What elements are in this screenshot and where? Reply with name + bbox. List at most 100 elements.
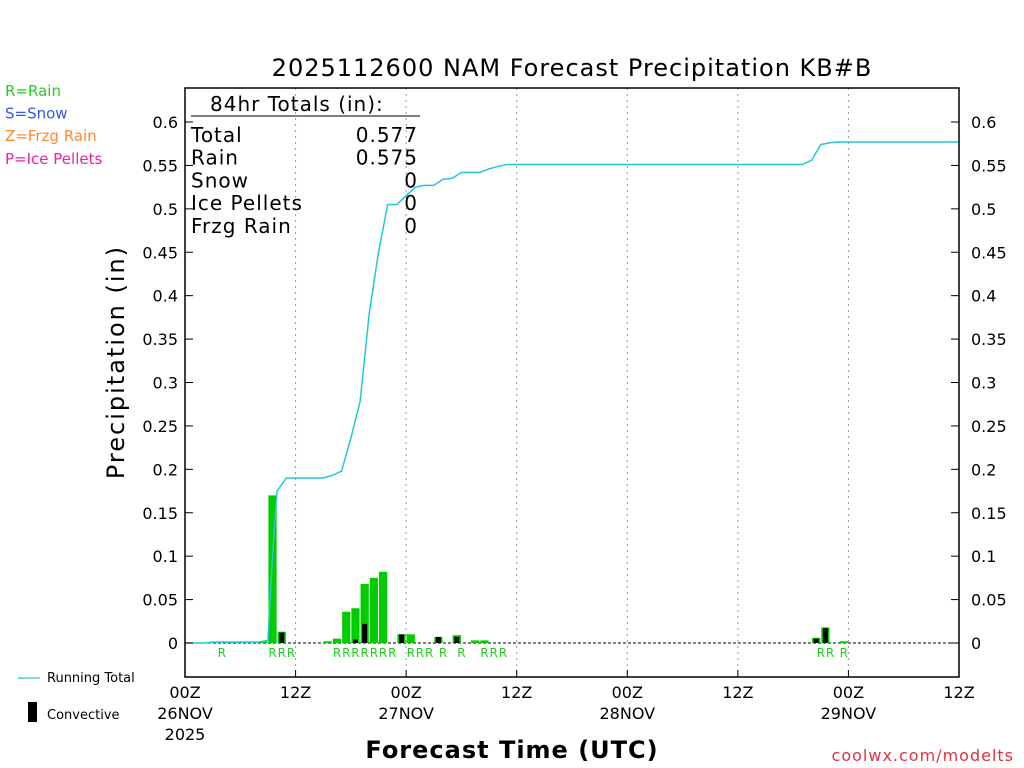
x-axis-title: Forecast Time (UTC) bbox=[365, 736, 658, 764]
x-tick-label-5: 12Z bbox=[722, 683, 753, 702]
type-legend-item-2: Z=Frzg Rain bbox=[5, 127, 97, 145]
type-legend-item-1: S=Snow bbox=[5, 105, 68, 123]
convective-legend-label: Convective bbox=[47, 708, 120, 723]
y-tick-label-right-9: 0.45 bbox=[971, 243, 1007, 262]
convective-bar-3 bbox=[399, 634, 405, 643]
x-tick-date-2: 27NOV bbox=[378, 704, 434, 723]
chart-title: 2025112600 NAM Forecast Precipitation KB… bbox=[272, 54, 873, 82]
precip-type-label-13: R bbox=[425, 646, 433, 660]
totals-label-3: Ice Pellets bbox=[191, 191, 303, 215]
y-tick-label-left-3: 0.15 bbox=[142, 504, 178, 523]
y-axis-right: 0 0.05 0.1 0.15 0.2 0.25 0.3 0.35 0.4 0.45 0.5 0.55… bbox=[951, 113, 1007, 653]
y-tick-label-right-12: 0.6 bbox=[971, 113, 996, 132]
precip-type-label-2: R bbox=[278, 646, 286, 660]
precip-type-label-11: R bbox=[407, 646, 415, 660]
y-tick-label-right-8: 0.4 bbox=[971, 287, 996, 306]
precip-type-label-6: R bbox=[351, 646, 359, 660]
y-tick-label-right-10: 0.5 bbox=[971, 200, 996, 219]
rain-bar-19 bbox=[839, 641, 848, 643]
totals-value-4: 0 bbox=[404, 214, 418, 238]
x-tick-date-4: 28NOV bbox=[599, 704, 655, 723]
precip-type-legend: R=Rain S=Snow Z=Frzg Rain P=Ice Pellets bbox=[5, 82, 102, 168]
plot-frame bbox=[184, 87, 960, 678]
precip-type-label-15: R bbox=[457, 646, 465, 660]
running-total-legend-label: Running Total bbox=[47, 671, 135, 686]
y-tick-label-right-4: 0.2 bbox=[971, 460, 996, 479]
x-tick-label-6: 00Z bbox=[833, 683, 864, 702]
precip-type-label-3: R bbox=[287, 646, 295, 660]
precip-type-label-9: R bbox=[379, 646, 387, 660]
rain-bar-5 bbox=[332, 638, 342, 643]
convective-legend-swatch bbox=[28, 702, 37, 722]
y-tick-label-left-12: 0.6 bbox=[153, 113, 178, 132]
y-tick-label-left-9: 0.45 bbox=[142, 243, 178, 262]
x-tick-label-3: 12Z bbox=[501, 683, 532, 702]
precip-type-label-14: R bbox=[439, 646, 447, 660]
y-tick-label-right-11: 0.55 bbox=[971, 156, 1007, 175]
precip-type-label-1: R bbox=[268, 646, 276, 660]
y-tick-label-left-11: 0.55 bbox=[142, 156, 178, 175]
y-tick-label-right-6: 0.3 bbox=[971, 374, 996, 393]
x-tick-label-2: 00Z bbox=[390, 683, 421, 702]
y-tick-label-right-5: 0.25 bbox=[971, 417, 1007, 436]
running-total-polyline bbox=[185, 141, 959, 644]
convective-bar-6 bbox=[813, 638, 819, 643]
y-axis-title: Precipitation (in) bbox=[102, 245, 130, 479]
rain-bar-1 bbox=[259, 641, 268, 643]
totals-label-0: Total bbox=[190, 123, 243, 147]
rain-bar-16 bbox=[480, 640, 489, 643]
precip-type-label-19: R bbox=[817, 646, 825, 660]
rain-bar-12 bbox=[406, 634, 415, 643]
credit-text: coolwx.com/modelts bbox=[832, 746, 1014, 765]
convective-bar-5 bbox=[454, 636, 460, 643]
y-tick-label-left-2: 0.1 bbox=[153, 547, 178, 566]
x-tick-label-4: 00Z bbox=[612, 683, 643, 702]
x-tick-date-0: 26NOV bbox=[157, 704, 213, 723]
precip-type-label-17: R bbox=[490, 646, 498, 660]
y-tick-label-left-8: 0.4 bbox=[153, 287, 178, 306]
y-tick-label-left-0: 0 bbox=[168, 634, 178, 653]
x-tick-label-0: 00Z bbox=[169, 683, 200, 702]
totals-label-1: Rain bbox=[191, 146, 239, 170]
totals-value-2: 0 bbox=[404, 168, 418, 192]
y-tick-label-left-7: 0.35 bbox=[142, 330, 178, 349]
x-tick-year-0: 2025 bbox=[165, 725, 206, 744]
y-tick-label-right-7: 0.35 bbox=[971, 330, 1007, 349]
convective-bar-7 bbox=[822, 628, 828, 643]
rain-bar-7 bbox=[351, 608, 360, 643]
precip-type-label-8: R bbox=[370, 646, 378, 660]
totals-label-4: Frzg Rain bbox=[191, 214, 292, 238]
precip-type-label-10: R bbox=[388, 646, 396, 660]
convective-bar-1 bbox=[352, 639, 358, 643]
bottom-legend: Running Total Convective bbox=[18, 671, 135, 723]
precip-type-label-18: R bbox=[499, 646, 507, 660]
y-tick-label-left-10: 0.5 bbox=[153, 200, 178, 219]
y-tick-label-right-1: 0.05 bbox=[971, 591, 1007, 610]
y-tick-label-right-3: 0.15 bbox=[971, 504, 1007, 523]
totals-heading: 84hr Totals (in): bbox=[210, 92, 384, 116]
rain-bar-9 bbox=[369, 577, 378, 643]
x-axis: 00Z 26NOV 2025 12Z 00Z 27NOV 12Z 00Z 28NOV 12Z 00Z… bbox=[157, 670, 975, 744]
convective-bar-2 bbox=[362, 623, 368, 643]
convective-bars bbox=[279, 623, 828, 643]
totals-value-0: 0.577 bbox=[356, 123, 418, 147]
rain-bar-10 bbox=[379, 571, 388, 643]
precip-type-label-5: R bbox=[342, 646, 350, 660]
rain-bar-4 bbox=[323, 641, 332, 643]
y-tick-label-left-4: 0.2 bbox=[153, 460, 178, 479]
totals-label-2: Snow bbox=[191, 168, 249, 192]
y-axis-left: 0 0.05 0.1 0.15 0.2 0.25 0.3 0.35 0.4 0.45 0.5 0.55… bbox=[142, 113, 193, 653]
rain-bar-8 bbox=[360, 583, 369, 643]
convective-bar-0 bbox=[279, 632, 285, 643]
y-tick-label-left-6: 0.3 bbox=[153, 374, 178, 393]
precip-type-label-20: R bbox=[826, 646, 834, 660]
y-tick-label-right-0: 0 bbox=[971, 634, 981, 653]
precip-type-label-4: R bbox=[333, 646, 341, 660]
running-total-line bbox=[185, 141, 959, 644]
rain-bars bbox=[203, 495, 848, 643]
precip-type-label-16: R bbox=[480, 646, 488, 660]
precip-type-label-12: R bbox=[416, 646, 424, 660]
precip-type-label-21: R bbox=[840, 646, 848, 660]
x-tick-label-7: 12Z bbox=[943, 683, 974, 702]
